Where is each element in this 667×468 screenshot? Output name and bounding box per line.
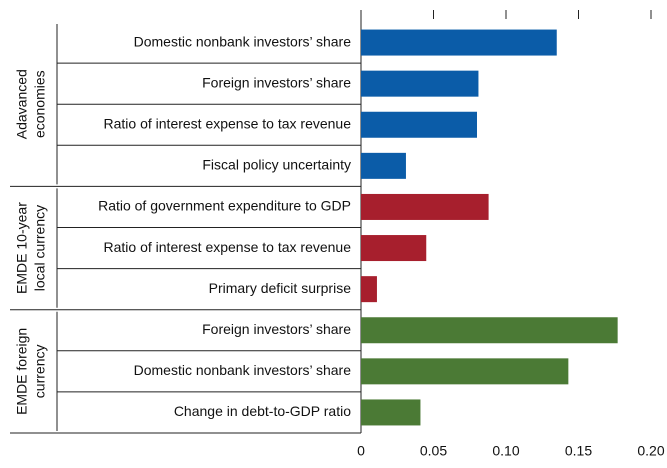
bar bbox=[361, 152, 406, 179]
y-tick-label: Ratio of government expenditure to GDP bbox=[98, 198, 351, 214]
bar bbox=[361, 70, 479, 97]
y-tick-label: Primary deficit surprise bbox=[209, 280, 352, 296]
x-tick-label: 0.20 bbox=[637, 443, 664, 459]
group-label: EMDE foreign bbox=[14, 328, 30, 415]
bar bbox=[361, 235, 427, 262]
group-label: Adavanced bbox=[14, 69, 30, 139]
y-tick-label: Fiscal policy uncertainty bbox=[202, 157, 351, 173]
bar bbox=[361, 29, 557, 56]
group-label: currency bbox=[32, 345, 48, 399]
x-tick-label: 0.10 bbox=[492, 443, 519, 459]
group-label: EMDE 10-year bbox=[14, 202, 30, 294]
y-tick-label: Change in debt-to-GDP ratio bbox=[174, 403, 351, 419]
y-tick-label: Ratio of interest expense to tax revenue bbox=[104, 239, 352, 255]
bar bbox=[361, 193, 489, 220]
y-tick-label: Foreign investors’ share bbox=[202, 321, 351, 337]
bar bbox=[361, 358, 569, 385]
y-tick-label: Domestic nonbank investors’ share bbox=[134, 362, 352, 378]
x-tick-label: 0.05 bbox=[420, 443, 447, 459]
bar bbox=[361, 276, 377, 303]
x-tick-label: 0.15 bbox=[565, 443, 592, 459]
bar bbox=[361, 111, 477, 138]
group-label: local currency bbox=[32, 205, 48, 291]
y-tick-label: Foreign investors’ share bbox=[202, 74, 351, 90]
y-tick-label: Domestic nonbank investors’ share bbox=[134, 33, 352, 49]
y-tick-label: Ratio of interest expense to tax revenue bbox=[104, 115, 352, 131]
bar bbox=[361, 399, 421, 426]
bar bbox=[361, 317, 618, 344]
group-label: economies bbox=[32, 70, 48, 138]
x-tick-label: 0 bbox=[357, 443, 365, 459]
